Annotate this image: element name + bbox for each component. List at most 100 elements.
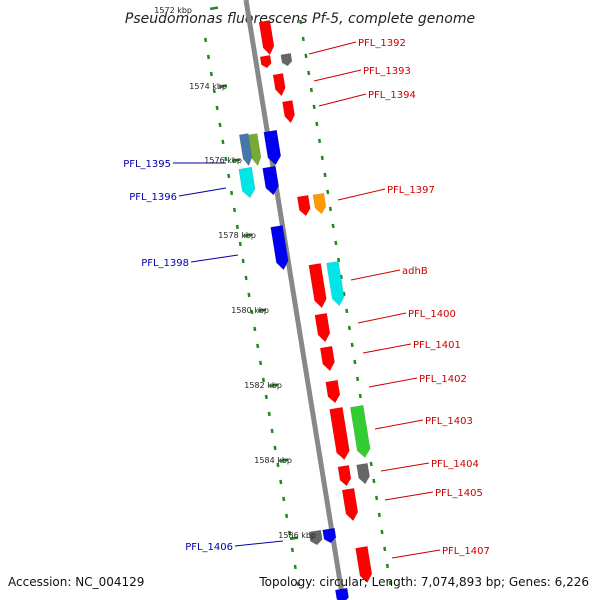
gene-arrow[interactable] — [322, 527, 337, 544]
gene-arrow[interactable] — [238, 166, 257, 199]
gene-arrow-shape — [335, 587, 349, 600]
gene-label[interactable]: PFL_1392 — [358, 38, 406, 49]
label-leader-line — [350, 269, 401, 281]
track-dot — [301, 36, 305, 42]
gene-arrow[interactable] — [329, 407, 351, 461]
gene-arrow[interactable] — [259, 54, 272, 69]
track-dot — [345, 308, 349, 314]
tick-mark — [243, 233, 253, 238]
gene-label[interactable]: PFL_1398 — [141, 258, 189, 269]
gene-arrow[interactable] — [355, 545, 374, 584]
gene-arrow-shape — [272, 73, 286, 97]
gene-label[interactable]: PFL_1406 — [185, 542, 233, 553]
label-leader-line — [357, 312, 407, 324]
track-dot — [350, 342, 354, 348]
gene-arrow[interactable] — [312, 192, 327, 215]
track-dot — [380, 529, 384, 535]
gene-label[interactable]: PFL_1405 — [435, 488, 483, 499]
gene-label[interactable]: PFL_1400 — [408, 309, 456, 320]
tick-label: 1576 kbp — [204, 156, 242, 165]
gene-arrow[interactable] — [356, 462, 371, 485]
track-dot — [331, 223, 335, 229]
track-dot — [244, 275, 248, 281]
label-leader-line — [337, 188, 386, 201]
track-dot — [309, 87, 313, 93]
gene-arrow-shape — [308, 263, 327, 309]
gene-arrow[interactable] — [272, 73, 286, 97]
track-dot — [328, 206, 332, 212]
gene-label[interactable]: PFL_1397 — [387, 185, 435, 196]
track-dot — [323, 172, 327, 178]
track-dot — [259, 360, 263, 366]
gene-arrow[interactable] — [258, 20, 275, 56]
track-dot — [204, 37, 208, 43]
genome-summary-text: Topology: circular; Length: 7,074,893 bp… — [258, 575, 589, 589]
tick-mark — [289, 536, 299, 541]
gene-arrow[interactable] — [319, 345, 336, 372]
gene-arrow-shape — [337, 464, 352, 487]
gene-arrow-shape — [259, 54, 272, 69]
track-dot — [209, 71, 213, 77]
tick-mark — [218, 84, 228, 89]
tick-label: 1582 kbp — [244, 381, 282, 390]
gene-label[interactable]: PFL_1395 — [123, 159, 171, 170]
gene-arrow[interactable] — [337, 464, 352, 487]
track-dot — [347, 325, 351, 331]
gene-arrow[interactable] — [349, 405, 371, 459]
gene-arrow[interactable] — [325, 379, 341, 404]
gene-arrow-shape — [280, 52, 293, 67]
gene-arrow[interactable] — [282, 100, 295, 124]
gene-arrow[interactable] — [270, 225, 290, 271]
gene-label[interactable]: PFL_1404 — [431, 459, 479, 470]
gene-arrow[interactable] — [262, 165, 280, 196]
gene-label[interactable]: PFL_1403 — [425, 416, 473, 427]
gene-label[interactable]: PFL_1407 — [442, 546, 490, 557]
track-dot — [270, 428, 274, 434]
gene-arrow[interactable] — [296, 194, 311, 217]
tick-label: 1584 kbp — [254, 456, 292, 465]
gene-arrow[interactable] — [308, 263, 328, 309]
gene-arrow[interactable] — [341, 487, 359, 522]
gene-arrow-shape — [270, 225, 289, 271]
gene-arrow-shape — [238, 166, 256, 199]
track-dot — [250, 309, 254, 315]
gene-label[interactable]: adhB — [402, 266, 428, 277]
gene-arrow[interactable] — [263, 129, 282, 166]
track-dot — [232, 207, 237, 213]
gene-label[interactable]: PFL_1402 — [419, 374, 467, 385]
track-dot — [235, 224, 239, 230]
gene-arrow-shape — [262, 165, 279, 196]
track-dot — [293, 564, 297, 570]
gene-label[interactable]: PFL_1394 — [368, 90, 416, 101]
tick-mark — [257, 308, 267, 313]
track-dot — [385, 563, 390, 569]
tick-label: 1586 kbp — [278, 531, 316, 540]
track-dot — [230, 190, 234, 196]
tick-mark — [231, 158, 241, 163]
label-leader-line — [190, 254, 239, 263]
track-dot — [206, 54, 211, 60]
gene-arrow[interactable] — [308, 529, 323, 546]
gene-label[interactable]: PFL_1393 — [363, 66, 411, 77]
gene-arrow[interactable] — [238, 133, 253, 167]
gene-label[interactable]: PFL_1401 — [413, 340, 461, 351]
tick-label: 1574 kbp — [189, 82, 227, 91]
track-dot — [212, 88, 216, 94]
track-dot — [285, 513, 289, 519]
gene-arrow-shape — [282, 100, 295, 124]
tick-label: 1580 kbp — [231, 306, 269, 315]
gene-arrow[interactable] — [247, 133, 262, 167]
gene-arrow[interactable] — [326, 261, 345, 307]
track-dot — [383, 546, 387, 552]
track-dot — [218, 122, 222, 128]
track-dot — [353, 359, 357, 365]
map-title: Pseudomonas fluorescens Pf-5, complete g… — [125, 11, 475, 27]
gene-arrow[interactable] — [314, 312, 331, 343]
label-leader-line — [234, 540, 284, 547]
tick-label: 1572 kbp — [154, 6, 192, 15]
gene-label[interactable]: PFL_1396 — [129, 192, 177, 203]
gene-arrow[interactable] — [335, 587, 349, 600]
gene-arrow-shape — [258, 20, 275, 56]
tick-label: 1578 kbp — [218, 231, 256, 240]
gene-arrow[interactable] — [280, 52, 293, 67]
